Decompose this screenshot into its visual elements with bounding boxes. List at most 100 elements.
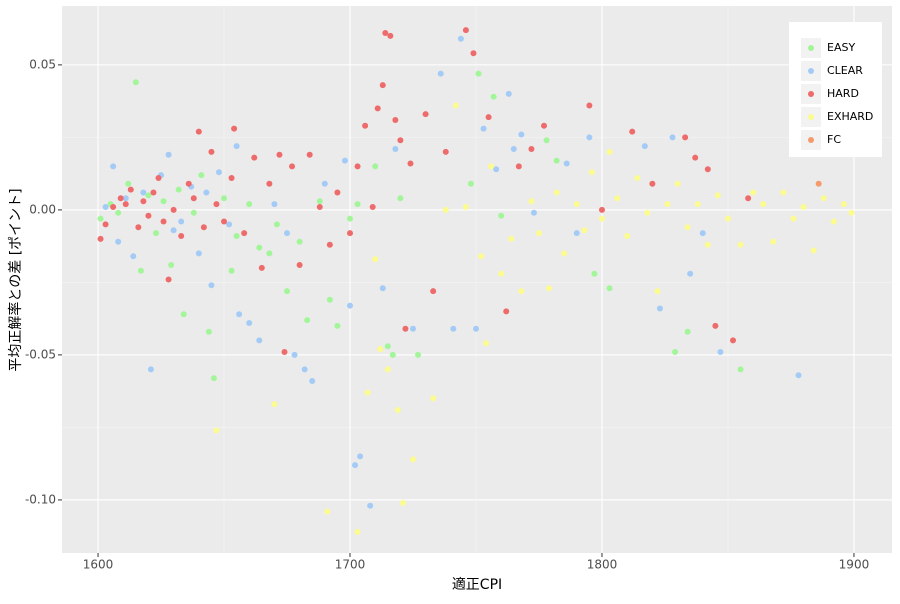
point: [160, 218, 167, 225]
point: [284, 288, 291, 295]
point: [586, 102, 593, 109]
point: [326, 296, 333, 303]
point: [233, 232, 240, 239]
point: [462, 203, 469, 210]
legend-label: EASY: [827, 41, 855, 54]
point: [528, 198, 535, 205]
point: [130, 253, 137, 260]
point: [352, 462, 359, 469]
point: [347, 230, 354, 237]
point: [498, 270, 505, 277]
point: [357, 453, 364, 460]
point: [478, 253, 485, 260]
point: [347, 215, 354, 222]
point: [266, 250, 273, 257]
point: [442, 148, 449, 155]
point: [140, 198, 147, 205]
point: [122, 201, 129, 208]
point: [530, 209, 537, 216]
point: [228, 267, 235, 274]
point: [160, 198, 167, 205]
point: [543, 137, 550, 144]
point: [392, 145, 399, 152]
point: [518, 131, 525, 138]
point: [180, 311, 187, 318]
point: [704, 166, 711, 173]
y-tick-label: 0.00: [29, 202, 56, 216]
point: [606, 285, 613, 292]
point: [694, 201, 701, 208]
point: [102, 221, 109, 228]
point: [399, 499, 406, 506]
point: [467, 180, 474, 187]
point: [553, 189, 560, 196]
legend-label: FC: [827, 133, 841, 146]
point: [213, 427, 220, 434]
point: [483, 340, 490, 347]
point: [687, 270, 694, 277]
point: [682, 134, 689, 141]
point: [284, 230, 291, 237]
point: [384, 343, 391, 350]
point: [780, 189, 787, 196]
point: [840, 201, 847, 208]
point: [714, 192, 721, 199]
point: [656, 305, 663, 312]
point: [518, 288, 525, 295]
y-tick-label: -0.10: [25, 492, 56, 506]
point: [737, 241, 744, 248]
point: [208, 148, 215, 155]
point: [354, 528, 361, 535]
point: [407, 160, 414, 167]
grid: [62, 6, 892, 553]
y-axis-title: 平均正解率との差 [ポイント]: [7, 188, 24, 371]
point: [205, 328, 212, 335]
point: [606, 148, 613, 155]
point: [397, 137, 404, 144]
point: [256, 337, 263, 344]
point: [347, 302, 354, 309]
legend-label: EXHARD: [827, 110, 873, 123]
point: [379, 82, 386, 89]
point: [581, 227, 588, 234]
point: [115, 238, 122, 245]
point: [256, 244, 263, 251]
point: [505, 90, 512, 97]
point: [644, 209, 651, 216]
point: [389, 351, 396, 358]
legend: EASY CLEAR HARD EXHARD FC: [801, 38, 873, 150]
point: [480, 125, 487, 132]
point: [561, 250, 568, 257]
point: [208, 282, 215, 289]
point: [485, 114, 492, 121]
point: [354, 201, 361, 208]
point: [415, 351, 422, 358]
point: [170, 227, 177, 234]
point: [379, 285, 386, 292]
legend-marker: [808, 91, 814, 97]
point: [503, 308, 510, 315]
point: [684, 224, 691, 231]
point: [409, 456, 416, 463]
point: [546, 285, 553, 292]
point: [213, 201, 220, 208]
point: [369, 203, 376, 210]
point: [614, 195, 621, 202]
point: [195, 250, 202, 257]
point: [800, 203, 807, 210]
point: [586, 134, 593, 141]
x-tick-label: 1900: [839, 558, 870, 572]
x-tick-label: 1700: [335, 558, 366, 572]
point: [634, 174, 641, 181]
point: [137, 267, 144, 274]
y-tick-label: 0.05: [29, 57, 56, 71]
point: [258, 264, 265, 271]
point: [140, 189, 147, 196]
point: [770, 238, 777, 245]
point: [110, 203, 117, 210]
point: [215, 169, 222, 176]
point: [324, 508, 331, 515]
legend-label: CLEAR: [827, 64, 863, 77]
point: [97, 235, 104, 242]
point: [669, 134, 676, 141]
